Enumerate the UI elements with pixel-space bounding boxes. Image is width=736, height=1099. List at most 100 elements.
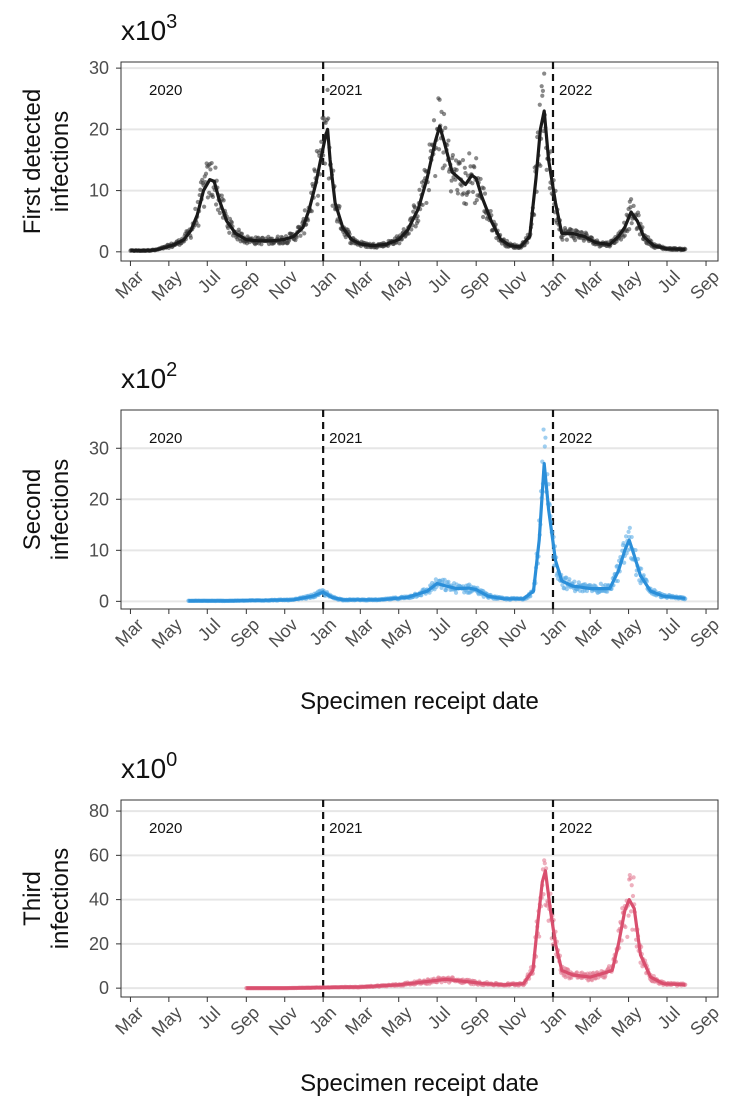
data-point (622, 560, 627, 565)
data-point (442, 163, 447, 168)
data-point (542, 71, 547, 76)
data-point (213, 202, 219, 207)
data-point (472, 165, 477, 170)
data-point (326, 116, 331, 121)
data-point (564, 575, 569, 580)
x-tick-label: Sep (456, 615, 493, 652)
data-point (275, 234, 280, 239)
data-point (424, 200, 429, 206)
data-point (227, 230, 232, 235)
x-tick-label: Mar (341, 1003, 377, 1039)
data-point (463, 170, 468, 176)
y-tick-label: 30 (89, 58, 109, 78)
x-tick-label: May (607, 267, 645, 305)
data-point (319, 139, 324, 144)
data-point (567, 577, 572, 582)
data-point (322, 161, 328, 166)
data-point (468, 164, 473, 169)
x-tick-label: Jan (305, 267, 340, 302)
y-axis-title-line: infections (47, 848, 74, 949)
scale-label: x102 (121, 359, 177, 394)
x-tick-label: Mar (571, 615, 607, 651)
data-point (470, 189, 476, 195)
data-point (459, 183, 464, 188)
data-point (544, 903, 549, 908)
trend-line (246, 869, 686, 990)
data-point (188, 235, 194, 240)
y-axis-title-line: Third (19, 871, 46, 926)
data-point (202, 204, 207, 209)
data-point (441, 150, 446, 155)
x-tick-label: Jul (654, 615, 684, 645)
x-tick-label: May (148, 267, 186, 305)
x-tick-label: Sep (226, 615, 263, 652)
x-tick-label: Sep (686, 615, 723, 652)
data-point (461, 191, 466, 196)
data-point (450, 153, 455, 158)
data-point (636, 213, 641, 218)
data-point (626, 529, 631, 534)
data-point (416, 218, 421, 223)
x-tick-label: May (607, 1003, 645, 1041)
plot-frame (120, 409, 719, 610)
data-point (630, 927, 635, 932)
data-point (455, 187, 460, 193)
x-tick-label: Jul (194, 267, 224, 297)
data-point (420, 202, 425, 208)
data-point (397, 241, 402, 246)
data-point (628, 197, 634, 202)
data-point (193, 206, 198, 211)
data-point (464, 201, 469, 207)
data-point (411, 209, 416, 214)
data-point (474, 156, 479, 161)
data-point (462, 165, 467, 170)
data-point (417, 187, 422, 192)
data-point (302, 231, 307, 236)
trend-line (188, 462, 686, 603)
data-point (538, 163, 543, 168)
data-point (547, 186, 552, 191)
x-tick-label: Sep (686, 267, 723, 304)
data-point (209, 160, 214, 166)
data-point (615, 578, 620, 584)
x-tick-label: Nov (265, 1003, 302, 1040)
data-point (466, 189, 471, 194)
data-point (443, 125, 448, 130)
plot-frame (120, 61, 719, 262)
data-point (309, 209, 314, 214)
data-point (542, 861, 547, 866)
year-label: 2022 (559, 82, 592, 99)
data-point (618, 237, 624, 242)
data-point (203, 171, 209, 176)
year-label: 2021 (329, 430, 362, 447)
data-point (638, 960, 643, 965)
data-point (219, 193, 224, 198)
data-point (629, 883, 634, 888)
y-axis-title: First detectedinfections (19, 89, 74, 234)
data-point (448, 189, 454, 194)
scale-exponent: 3 (166, 11, 177, 33)
x-tick-label: Jan (305, 1003, 340, 1038)
y-tick-label: 20 (89, 934, 109, 954)
data-point (210, 194, 216, 200)
data-point (540, 88, 546, 93)
x-tick-label: Jan (305, 615, 340, 650)
x-tick-label: May (148, 615, 186, 653)
scale-exponent: 0 (166, 749, 177, 771)
data-point (549, 149, 554, 154)
data-point (436, 147, 442, 152)
x-tick-label: May (377, 267, 415, 305)
data-point (542, 444, 547, 449)
x-tick-label: Mar (111, 615, 147, 651)
year-label: 2020 (149, 430, 182, 447)
data-point (606, 964, 612, 969)
x-tick-label: Jan (535, 1003, 570, 1038)
x-tick-label: Jul (424, 1003, 454, 1033)
data-point (412, 205, 418, 210)
data-point (537, 934, 542, 939)
data-point (213, 165, 218, 170)
x-tick-label: May (148, 1003, 186, 1041)
